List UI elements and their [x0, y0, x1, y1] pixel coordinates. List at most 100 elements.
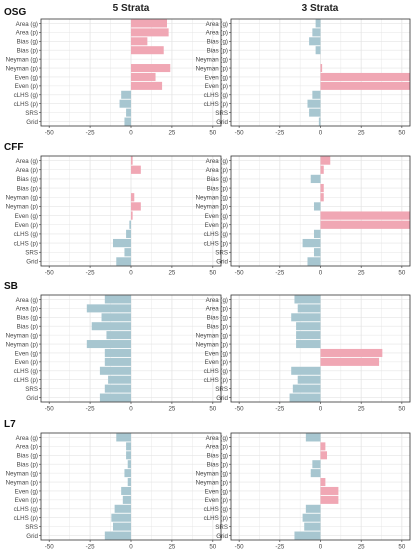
y-tick-label: Neyman (g)	[6, 470, 38, 477]
bar-even-p	[104, 357, 131, 366]
x-tick-label: 50	[398, 130, 405, 137]
bar-bias-g	[131, 37, 148, 46]
bar-srs	[126, 108, 131, 117]
bar-group	[113, 156, 141, 266]
y-tick-label: Neyman (p)	[196, 341, 228, 348]
y-tick-label: cLHS (g)	[204, 506, 228, 513]
y-tick-label: Area (p)	[16, 30, 38, 37]
x-tick-label: 50	[209, 130, 216, 137]
x-tick-label: 0	[319, 130, 323, 137]
y-tick-label: cLHS (g)	[204, 231, 228, 238]
x-tick-label: -25	[275, 544, 285, 550]
bar-grid	[289, 393, 321, 402]
bar-srs	[304, 522, 321, 531]
y-tick-label: Even (g)	[15, 74, 38, 81]
bar-area-p	[320, 442, 326, 451]
x-tick-label: 50	[209, 270, 216, 277]
bar-even-g	[104, 348, 131, 357]
y-tick-label: Bias (g)	[207, 176, 228, 183]
y-tick-label: Neyman (p)	[6, 204, 38, 211]
bar-bias-g	[101, 313, 131, 322]
y-tick-label: Area (p)	[16, 167, 38, 174]
bar-even-p	[131, 81, 163, 90]
x-tick-label: 25	[358, 270, 365, 277]
y-tick-label: Neyman (p)	[6, 341, 38, 348]
y-tick-label: Even (p)	[205, 83, 228, 90]
y-tick-label: Even (g)	[205, 350, 228, 357]
bar-area-p	[297, 304, 321, 313]
x-tick-label: 0	[129, 544, 133, 550]
y-tick-label: Even (p)	[205, 222, 228, 229]
bar-area-g	[131, 156, 133, 165]
y-tick-label: Even (g)	[15, 213, 38, 220]
x-tick-label: -25	[275, 406, 285, 413]
bar-neyman-g	[131, 193, 135, 202]
x-tick-label: 25	[168, 406, 175, 413]
y-tick-label: Area (p)	[206, 306, 228, 313]
x-tick-label: 0	[129, 130, 133, 137]
y-tick-label: Area (p)	[16, 306, 38, 313]
bar-even-g	[320, 72, 410, 81]
x-tick-label: -25	[86, 130, 96, 137]
bar-srs	[313, 248, 321, 257]
y-tick-label: Bias (g)	[207, 39, 228, 46]
bar-neyman-g	[310, 469, 321, 478]
x-tick-label: -50	[235, 270, 245, 277]
y-tick-label: Area (p)	[206, 167, 228, 174]
panel-cff-3-strata: Area (g) Area (p) Bias (g) Bias (p) Neyman (…	[196, 155, 411, 277]
y-tick-label: SRS	[25, 110, 38, 117]
y-tick-label: Area (g)	[16, 435, 38, 442]
bar-clhs-p	[119, 99, 131, 108]
bar-clhs-p	[307, 99, 321, 108]
bar-bias-p	[131, 46, 164, 55]
y-tick-label: Grid	[216, 119, 228, 126]
bar-neyman-p	[131, 202, 141, 211]
bar-area-g	[315, 19, 321, 28]
y-tick-label: Neyman (p)	[196, 204, 228, 211]
bar-clhs-g	[313, 229, 321, 239]
y-tick-label: SRS	[215, 524, 228, 531]
y-tick-label: cLHS (g)	[204, 92, 228, 99]
x-tick-label: 0	[129, 270, 133, 277]
bar-neyman-p	[86, 340, 131, 349]
bar-area-g	[116, 433, 131, 442]
y-tick-label: Bias (p)	[207, 324, 228, 331]
bar-even-g	[320, 486, 339, 495]
bar-bias-p	[127, 460, 131, 469]
bar-even-g	[131, 72, 156, 81]
panel-title-osg: OSG	[4, 7, 26, 18]
x-tick-label: -25	[275, 130, 285, 137]
y-tick-label: SRS	[25, 524, 38, 531]
panel-osg-5-strata: Area (g)Area (p)Bias (g)Bias (p)Neyman (…	[6, 18, 222, 137]
y-tick-label: cLHS (g)	[14, 506, 38, 513]
y-tick-label: Bias (p)	[207, 462, 228, 469]
panel-title-sb: SB	[4, 281, 18, 292]
bar-area-p	[312, 28, 321, 37]
bar-clhs-p	[302, 513, 321, 522]
y-tick-label: SRS	[215, 386, 228, 393]
y-tick-label: Neyman (p)	[6, 479, 38, 486]
y-tick-label: Even (p)	[205, 359, 228, 366]
y-tick-label: Bias (g)	[17, 315, 38, 322]
bar-even-p	[320, 81, 410, 90]
bar-clhs-g	[99, 366, 131, 375]
x-tick-label: -25	[86, 270, 96, 277]
y-tick-label: Area (p)	[206, 444, 228, 451]
bar-group	[302, 156, 410, 266]
y-tick-label: cLHS (g)	[14, 368, 38, 375]
y-tick-label: SRS	[25, 386, 38, 393]
panel-osg-3-strata: Area (g)Area (p)Bias (g)Bias (p)Neyman (…	[196, 18, 411, 137]
x-tick-label: 0	[129, 406, 133, 413]
panel-cff-5-strata: Area (g) Area (p) Bias (g) Bias (p) Neyman (…	[6, 155, 222, 277]
bar-area-g	[294, 295, 321, 304]
y-tick-label: Even (p)	[15, 83, 38, 90]
bar-bias-p	[91, 322, 131, 331]
bar-clhs-p	[113, 238, 131, 248]
y-tick-label: Even (g)	[15, 488, 38, 495]
y-tick-label: cLHS (g)	[14, 92, 38, 99]
bar-even-p	[320, 357, 380, 366]
bar-area-g	[131, 19, 167, 28]
y-tick-label: Bias (g)	[207, 453, 228, 460]
